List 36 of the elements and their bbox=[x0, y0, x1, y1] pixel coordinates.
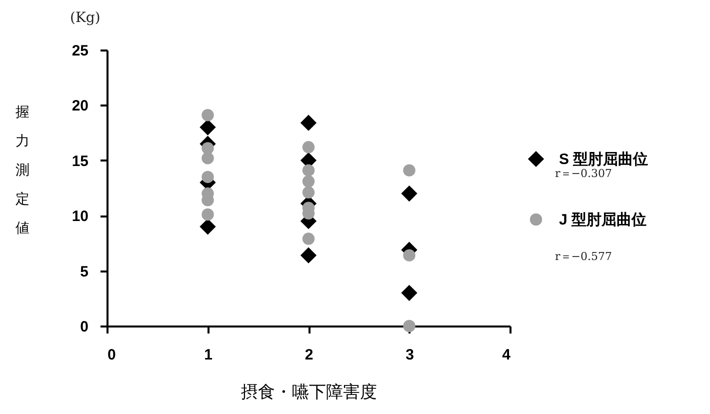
point bbox=[302, 141, 315, 154]
point bbox=[403, 164, 416, 176]
point bbox=[302, 232, 315, 245]
point bbox=[200, 119, 216, 136]
point bbox=[200, 218, 216, 235]
point bbox=[300, 114, 317, 131]
x-tick-label: 4 bbox=[502, 346, 512, 364]
point bbox=[401, 284, 418, 301]
y-tick-label: 0 bbox=[80, 318, 88, 336]
point bbox=[401, 185, 418, 202]
y-tick-label: 25 bbox=[72, 42, 88, 60]
point bbox=[300, 247, 317, 264]
y-tick-label: 10 bbox=[72, 208, 88, 226]
x-tick-label: 2 bbox=[304, 346, 314, 364]
y-tick-label: 15 bbox=[72, 152, 88, 170]
point bbox=[302, 175, 315, 188]
y-tick-label: 20 bbox=[72, 98, 88, 115]
x-axis-title: 摂食・嚥下障害度 bbox=[241, 382, 377, 402]
point bbox=[302, 186, 315, 199]
legend-label: S 型肘屈曲位 bbox=[559, 151, 648, 168]
legend-label: J 型肘屈曲位 bbox=[559, 212, 647, 228]
x-tick-label: 1 bbox=[204, 346, 212, 364]
point bbox=[403, 249, 416, 262]
point bbox=[302, 164, 315, 176]
x-tick-label: 0 bbox=[108, 346, 116, 364]
text: r＝−0.307 bbox=[555, 167, 612, 180]
y-tick-label: 5 bbox=[80, 263, 88, 280]
point bbox=[202, 109, 214, 122]
point bbox=[202, 152, 214, 164]
text: r＝−0.577 bbox=[555, 250, 612, 263]
y-axis-title: 握力測定値 bbox=[16, 104, 30, 236]
x-tick-label: 3 bbox=[406, 346, 414, 364]
point bbox=[202, 208, 214, 221]
text: (Kg) bbox=[70, 10, 100, 26]
point bbox=[202, 170, 214, 184]
point bbox=[403, 320, 416, 332]
